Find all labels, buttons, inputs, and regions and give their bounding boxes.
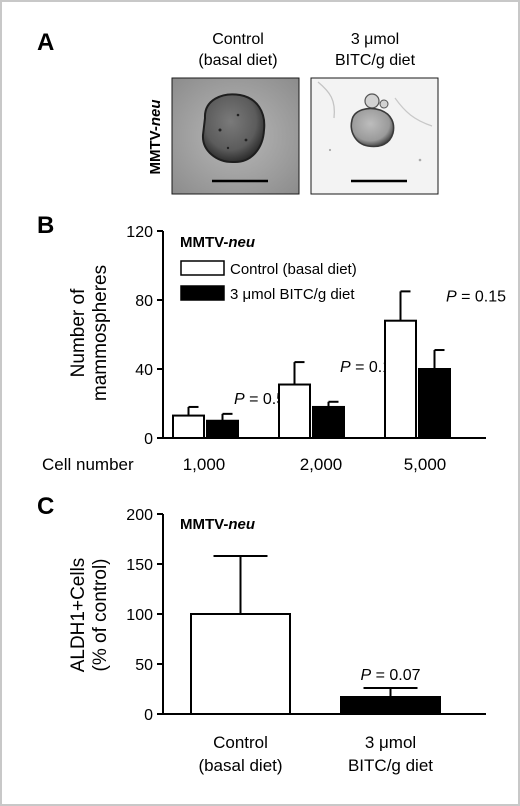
panel-c-letter: C [37,493,54,520]
panel-b-bar [312,405,345,440]
panel-a-caption-bitc-line1: 3 μmol [351,31,399,48]
panel-b-p-value: P = 0.15 [446,288,506,305]
panel-b-title: MMTV-neu [180,234,255,251]
panel-b-ylabel-line2: mammospheres [90,265,111,401]
panel-b-bar [278,383,311,439]
panel-b-bar [172,414,205,440]
panel-a-caption-bitc-line2: BITC/g diet [335,52,416,69]
panel-c-axes: 0 50 100 150 200 Control (basal diet) 3 μmol BIT… [126,507,486,775]
panel-b-ytick-label: 80 [135,293,153,310]
panel-b-category-label: 2,000 [300,455,343,474]
panel-c-ytick-label: 200 [126,507,153,524]
panel-c-category-label: 3 μmol [365,733,416,752]
panel-c: C ALDH1+Cells (% of control) MMTV-neu 0 5… [37,493,486,775]
panel-b-ytick-label: 120 [126,224,153,241]
panel-c-ylabel-line2: (% of control) [90,559,111,672]
panel-c-ytick-label: 150 [126,557,153,574]
panel-b-bar [418,368,451,439]
panel-c-ytick-label: 50 [135,657,153,674]
panel-b-bar [206,419,239,439]
legend-swatch-bitc [180,285,225,301]
panel-b-bars: P = 0.50P = 0.15P = 0.15 [172,288,506,440]
panel-c-ylabel-line1: ALDH1+Cells [68,558,89,673]
panel-a-row-label: MMTV-neu [147,100,164,175]
legend-label-bitc: 3 μmol BITC/g diet [230,286,355,303]
panel-a: A Control (basal diet) 3 μmol BITC/g die… [37,29,439,195]
panel-c-bar [190,613,291,715]
panel-c-category-label: (basal diet) [198,756,282,775]
mammosphere-control [201,93,266,164]
legend-label-control: Control (basal diet) [230,261,357,278]
panel-b-ylabel-line1: Number of [68,288,89,377]
panel-b-xlabel: Cell number [42,455,134,474]
panel-b-ytick-label: 40 [135,362,153,379]
panel-c-category-label: Control [213,733,268,752]
panel-b-letter: B [37,212,54,239]
panel-b-category-label: 1,000 [183,455,226,474]
micrograph-control [171,77,300,195]
panel-c-category-label: BITC/g diet [348,756,433,775]
panel-b-ytick-label: 0 [144,431,153,448]
panel-b-axes: 0 40 80 120 1,000 2,000 5,000 [126,224,486,474]
panel-a-caption-control-line2: (basal diet) [198,52,277,69]
panel-c-bars: P = 0.07 [190,555,441,715]
legend-swatch-control [180,260,225,276]
panel-a-caption-control-line1: Control [212,31,264,48]
panel-c-ytick-label: 100 [126,607,153,624]
panel-c-ytick-label: 0 [144,707,153,724]
panel-b: B Number of mammospheres MMTV-neu Contro… [37,212,506,474]
mammosphere-bitc [350,107,395,148]
panel-c-p-value: P = 0.07 [360,667,420,684]
panel-a-letter: A [37,29,54,56]
micrograph-bitc [310,77,439,195]
panel-c-title: MMTV-neu [180,516,255,533]
panel-b-category-label: 5,000 [404,455,447,474]
panel-b-bar [384,319,417,440]
panel-c-bar [340,696,441,715]
